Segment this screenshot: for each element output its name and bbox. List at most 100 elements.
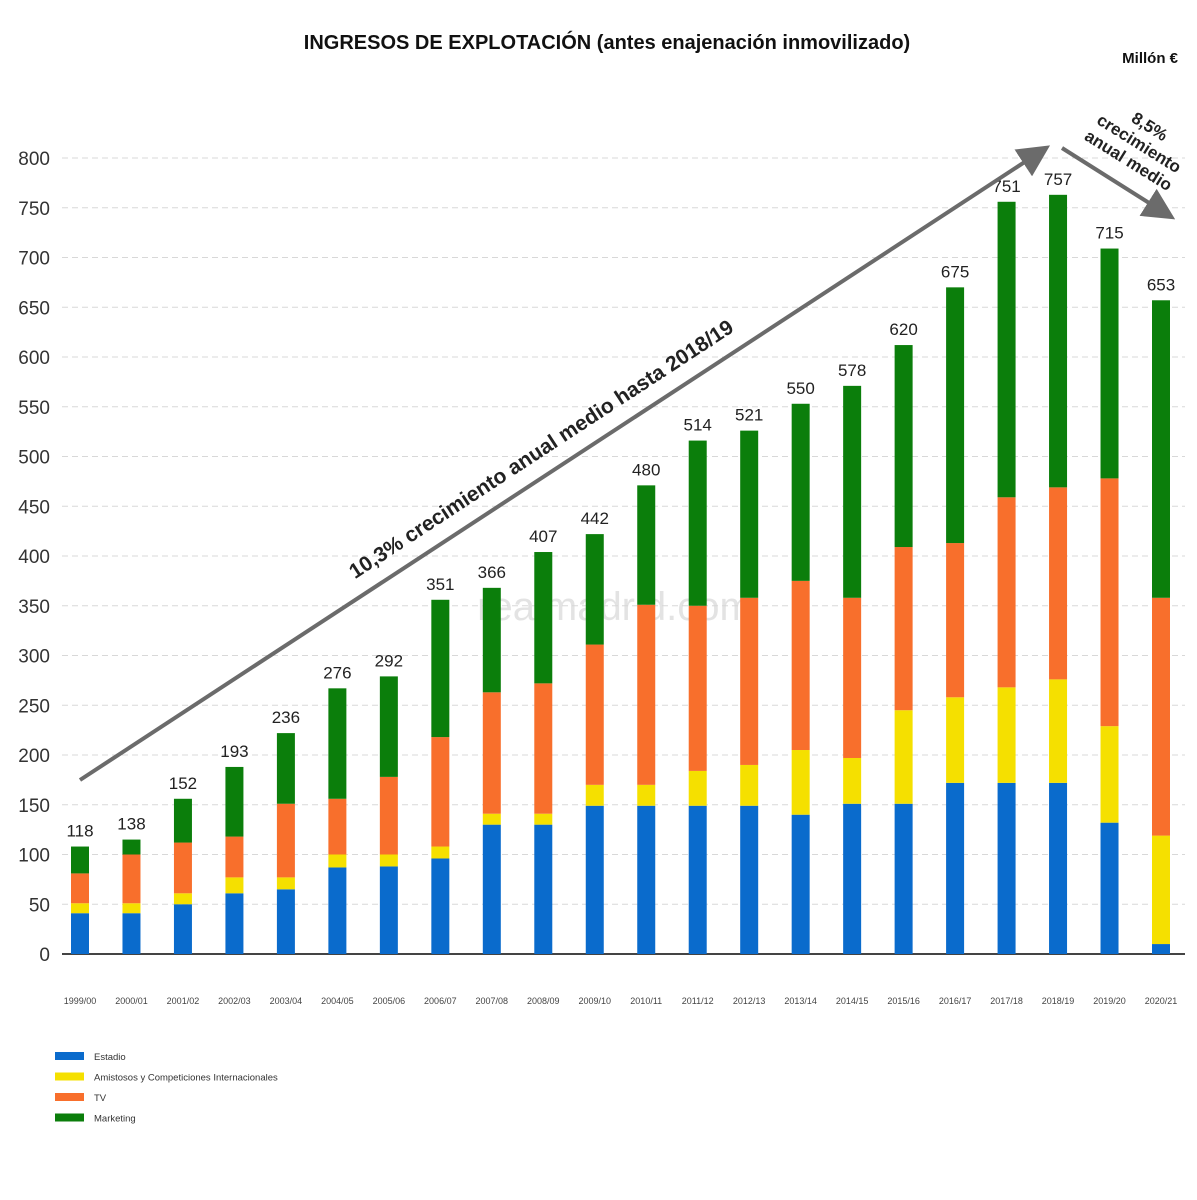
- x-tick-label: 2008/09: [527, 996, 560, 1006]
- total-label: 351: [426, 575, 454, 594]
- bar-segment-tv: [431, 737, 450, 847]
- x-tick-label: 2003/04: [270, 996, 303, 1006]
- bar-segment-marketing: [997, 201, 1016, 498]
- bar-segment-tv: [379, 776, 398, 855]
- bar-segment-amistosos: [328, 854, 347, 868]
- x-tick-label: 2012/13: [733, 996, 766, 1006]
- y-tick-label: 600: [18, 348, 50, 369]
- bar-segment-estadio: [431, 858, 450, 954]
- bar-segment-marketing: [71, 846, 89, 874]
- bar-segment-estadio: [534, 824, 553, 954]
- y-tick-label: 550: [18, 398, 50, 419]
- growth-arrow: [78, 145, 1051, 782]
- bar-segment-amistosos: [791, 750, 810, 815]
- legend-label: Estadio: [94, 1052, 126, 1063]
- bar-segment-marketing: [946, 287, 965, 544]
- bar-segment-estadio: [71, 913, 89, 954]
- y-tick-label: 650: [18, 298, 50, 319]
- total-label: 514: [684, 416, 712, 435]
- chart-title: INGRESOS DE EXPLOTACIÓN (antes enajenaci…: [304, 30, 910, 54]
- total-label: 550: [786, 379, 814, 398]
- y-tick-label: 750: [18, 199, 50, 220]
- total-label: 366: [478, 563, 506, 582]
- x-tick-label: 2006/07: [424, 996, 457, 1006]
- bar-segment-tv: [1049, 487, 1068, 680]
- total-label: 751: [992, 177, 1020, 196]
- bar-segment-estadio: [688, 805, 707, 954]
- bar-segment-marketing: [482, 587, 501, 693]
- x-tick-label: 2018/19: [1042, 996, 1075, 1006]
- bar-segment-tv: [688, 605, 707, 771]
- bar-segment-estadio: [1152, 944, 1170, 954]
- total-label: 480: [632, 460, 660, 479]
- bar-segment-amistosos: [946, 697, 965, 783]
- bar-segment-amistosos: [534, 813, 553, 825]
- bar-segment-tv: [740, 597, 759, 765]
- bar-segment-amistosos: [585, 784, 604, 806]
- total-label: 521: [735, 406, 763, 425]
- bar-segment-tv: [534, 683, 553, 814]
- bar-segment-estadio: [1100, 822, 1119, 954]
- bar-segment-tv: [173, 842, 192, 894]
- bar-segment-marketing: [637, 485, 656, 605]
- legend-swatch: [55, 1072, 84, 1081]
- y-tick-label: 100: [18, 846, 50, 867]
- total-label: 118: [66, 822, 93, 841]
- y-tick-label: 150: [18, 796, 50, 817]
- bar-segment-marketing: [791, 403, 810, 581]
- bar-segment-marketing: [894, 345, 913, 548]
- bar-segment-marketing: [431, 599, 450, 738]
- x-tick-label: 2000/01: [115, 996, 148, 1006]
- bar-segment-estadio: [173, 904, 192, 954]
- bar-segment-marketing: [328, 688, 347, 799]
- bar-segment-estadio: [276, 889, 295, 954]
- y-tick-label: 50: [29, 895, 50, 916]
- bar-segment-amistosos: [1049, 679, 1068, 783]
- bar-segment-amistosos: [894, 710, 913, 804]
- total-label: 620: [889, 320, 917, 339]
- bar-segment-tv: [276, 803, 295, 878]
- total-label: 292: [375, 651, 403, 670]
- x-tick-label: 2020/21: [1145, 996, 1178, 1006]
- bar-segment-tv: [585, 644, 604, 785]
- y-tick-label: 250: [18, 696, 50, 717]
- bar-segment-marketing: [122, 839, 141, 855]
- bar-segment-amistosos: [997, 687, 1016, 783]
- bar-segment-tv: [1152, 597, 1170, 836]
- bar-segment-tv: [482, 692, 501, 814]
- total-label: 138: [117, 815, 145, 834]
- x-tick-label: 2013/14: [784, 996, 817, 1006]
- bar-segment-estadio: [225, 893, 244, 954]
- bar-segment-marketing: [225, 766, 244, 837]
- total-label: 675: [941, 262, 969, 281]
- legend-swatch: [55, 1113, 84, 1122]
- bar-segment-marketing: [1049, 194, 1068, 488]
- x-tick-label: 1999/00: [64, 996, 97, 1006]
- bar-segment-amistosos: [688, 770, 707, 806]
- total-label: 442: [581, 509, 609, 528]
- y-tick-label: 200: [18, 746, 50, 767]
- bar-segment-estadio: [637, 805, 656, 954]
- bar-segment-marketing: [1100, 248, 1119, 479]
- total-label: 236: [272, 708, 300, 727]
- bar-segment-amistosos: [431, 846, 450, 859]
- bar-segment-tv: [843, 597, 862, 758]
- bar-segment-marketing: [688, 440, 707, 606]
- bar-segment-amistosos: [71, 903, 89, 914]
- legend-label: Marketing: [94, 1114, 136, 1125]
- bar-segment-marketing: [173, 798, 192, 843]
- bar-segment-estadio: [843, 803, 862, 954]
- x-tick-label: 2016/17: [939, 996, 972, 1006]
- bar-segment-tv: [997, 497, 1016, 688]
- bar-segment-marketing: [379, 676, 398, 777]
- bar-segment-tv: [122, 854, 141, 904]
- bar-segment-amistosos: [225, 877, 244, 894]
- x-tick-label: 2001/02: [167, 996, 200, 1006]
- bar-segment-marketing: [534, 552, 553, 684]
- bar-segment-amistosos: [843, 757, 862, 804]
- bar-segment-amistosos: [740, 764, 759, 806]
- unit-label: Millón €: [1122, 50, 1178, 67]
- x-tick-label: 2011/12: [682, 996, 714, 1006]
